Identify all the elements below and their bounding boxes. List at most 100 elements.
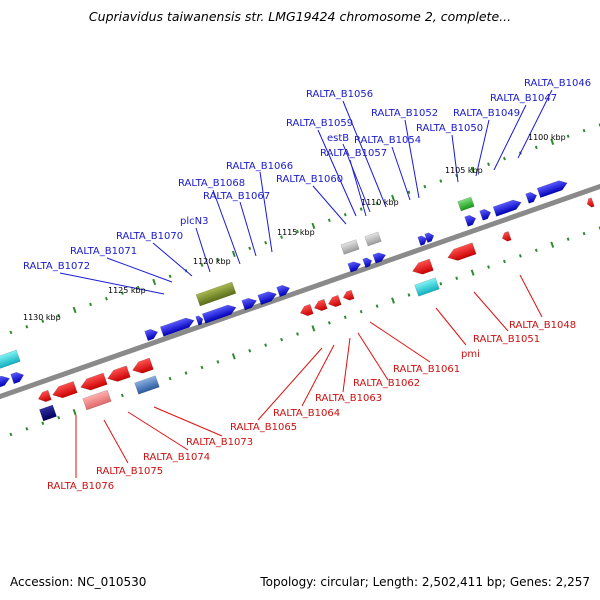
accession-text: Accession: NC_010530 [10, 575, 147, 589]
gene-label-ralta-b1057[interactable]: RALTA_B1057 [320, 148, 387, 159]
gene-feature[interactable] [257, 289, 278, 306]
gene-feature[interactable] [82, 389, 112, 411]
gene-feature[interactable] [424, 231, 436, 243]
gene-feature[interactable] [479, 208, 493, 221]
gene-label-ralta-b1068[interactable]: RALTA_B1068 [178, 178, 245, 189]
gene-feature[interactable] [340, 239, 360, 255]
lower-scale-tick [343, 315, 347, 320]
upper-scale-tick [423, 184, 427, 189]
gene-feature[interactable] [411, 258, 434, 277]
gene-feature[interactable] [10, 370, 26, 385]
gene-label-ralta-b1047[interactable]: RALTA_B1047 [490, 93, 557, 104]
gene-feature[interactable] [241, 296, 259, 311]
gene-label-ralta-b1051[interactable]: RALTA_B1051 [473, 334, 540, 345]
scale-tick-layer [9, 123, 600, 437]
gene-feature[interactable] [0, 349, 21, 371]
gene-label-ralta-b1071[interactable]: RALTA_B1071 [70, 246, 137, 257]
gene-feature[interactable] [134, 375, 160, 395]
forward-leader-line [493, 104, 527, 171]
gene-label-estb[interactable]: estB [327, 133, 349, 144]
upper-scale-tick [296, 229, 299, 234]
gene-arrow-shape [159, 317, 195, 337]
gene-label-plcn3[interactable]: plcN3 [180, 216, 208, 227]
reverse-leader-line [357, 332, 389, 381]
gene-feature[interactable] [364, 231, 382, 247]
gene-feature[interactable] [414, 277, 440, 297]
gene-feature[interactable] [37, 389, 52, 403]
label-leader-layer [59, 89, 553, 478]
lower-scale-tick [248, 348, 252, 353]
gene-feature[interactable] [457, 196, 475, 212]
gene-feature[interactable] [342, 289, 355, 302]
gene-feature[interactable] [39, 404, 57, 422]
gene-label-ralta-b1052[interactable]: RALTA_B1052 [371, 108, 438, 119]
gene-feature[interactable] [299, 303, 314, 317]
forward-leader-line [404, 119, 420, 199]
gene-arrow-shape [195, 281, 237, 307]
gene-label-ralta-b1060[interactable]: RALTA_B1060 [276, 174, 343, 185]
forward-leader-line [59, 272, 165, 295]
upper-scale-tick [41, 319, 45, 323]
gene-feature[interactable] [536, 178, 569, 198]
gene-feature-layer[interactable] [0, 178, 595, 422]
gene-feature[interactable] [79, 372, 108, 393]
gene-label-ralta-b1054[interactable]: RALTA_B1054 [354, 135, 421, 146]
gene-arrow-shape [39, 404, 57, 422]
gene-label-ralta-b1073[interactable]: RALTA_B1073 [186, 437, 253, 448]
gene-label-ralta-b1065[interactable]: RALTA_B1065 [230, 422, 297, 433]
gene-feature[interactable] [362, 256, 374, 268]
gene-feature[interactable] [106, 365, 131, 385]
gene-label-ralta-b1063[interactable]: RALTA_B1063 [315, 393, 382, 404]
lower-scale-tick [280, 337, 284, 342]
reverse-leader-line [342, 337, 351, 393]
gene-label-ralta-b1075[interactable]: RALTA_B1075 [96, 466, 163, 477]
gene-feature[interactable] [501, 231, 512, 242]
gene-feature[interactable] [417, 234, 429, 246]
gene-feature[interactable] [131, 357, 154, 376]
gene-feature[interactable] [0, 374, 11, 389]
gene-label-ralta-b1059[interactable]: RALTA_B1059 [286, 118, 353, 129]
gene-feature[interactable] [464, 214, 478, 227]
gene-feature[interactable] [586, 197, 595, 208]
gene-label-ralta-b1049[interactable]: RALTA_B1049 [453, 108, 520, 119]
gene-feature[interactable] [195, 315, 205, 326]
gene-feature[interactable] [327, 294, 342, 308]
gene-label-ralta-b1062[interactable]: RALTA_B1062 [353, 378, 420, 389]
gene-feature[interactable] [159, 316, 195, 337]
gene-label-ralta-b1074[interactable]: RALTA_B1074 [143, 452, 210, 463]
lower-scale-tick [9, 432, 13, 437]
gene-feature[interactable] [525, 191, 539, 204]
lower-scale-tick [375, 304, 379, 308]
upper-scale-tick [231, 250, 236, 258]
gene-label-ralta-b1066[interactable]: RALTA_B1066 [226, 161, 293, 172]
gene-feature[interactable] [347, 260, 362, 273]
gene-feature[interactable] [51, 381, 78, 400]
gene-label-ralta-b1076[interactable]: RALTA_B1076 [47, 481, 114, 492]
gene-label-ralta-b1067[interactable]: RALTA_B1067 [203, 191, 270, 202]
gene-arrow-shape [347, 261, 362, 273]
gene-label-ralta-b1061[interactable]: RALTA_B1061 [393, 364, 460, 375]
upper-scale-tick [407, 190, 411, 195]
gene-feature[interactable] [144, 327, 160, 342]
gene-feature[interactable] [201, 303, 237, 324]
gene-label-ralta-b1050[interactable]: RALTA_B1050 [416, 123, 483, 134]
gene-label-ralta-b1046[interactable]: RALTA_B1046 [524, 78, 591, 89]
gene-label-pmi[interactable]: pmi [461, 349, 480, 360]
lower-scale-tick [439, 282, 443, 286]
gene-label-ralta-b1056[interactable]: RALTA_B1056 [306, 89, 373, 100]
gene-arrow-shape [414, 277, 440, 297]
gene-label-ralta-b1070[interactable]: RALTA_B1070 [116, 231, 183, 242]
gene-feature[interactable] [446, 242, 477, 264]
gene-label-ralta-b1048[interactable]: RALTA_B1048 [509, 320, 576, 331]
gene-feature[interactable] [372, 251, 387, 264]
upper-scale-tick [248, 246, 252, 251]
gene-feature[interactable] [276, 283, 292, 298]
gene-feature[interactable] [492, 198, 523, 217]
gene-label-ralta-b1064[interactable]: RALTA_B1064 [273, 408, 340, 419]
upper-scale-tick [503, 156, 506, 161]
gene-feature[interactable] [313, 298, 328, 312]
gene-label-ralta-b1072[interactable]: RALTA_B1072 [23, 261, 90, 272]
lower-scale-tick [550, 241, 555, 248]
gene-feature[interactable] [195, 281, 237, 307]
